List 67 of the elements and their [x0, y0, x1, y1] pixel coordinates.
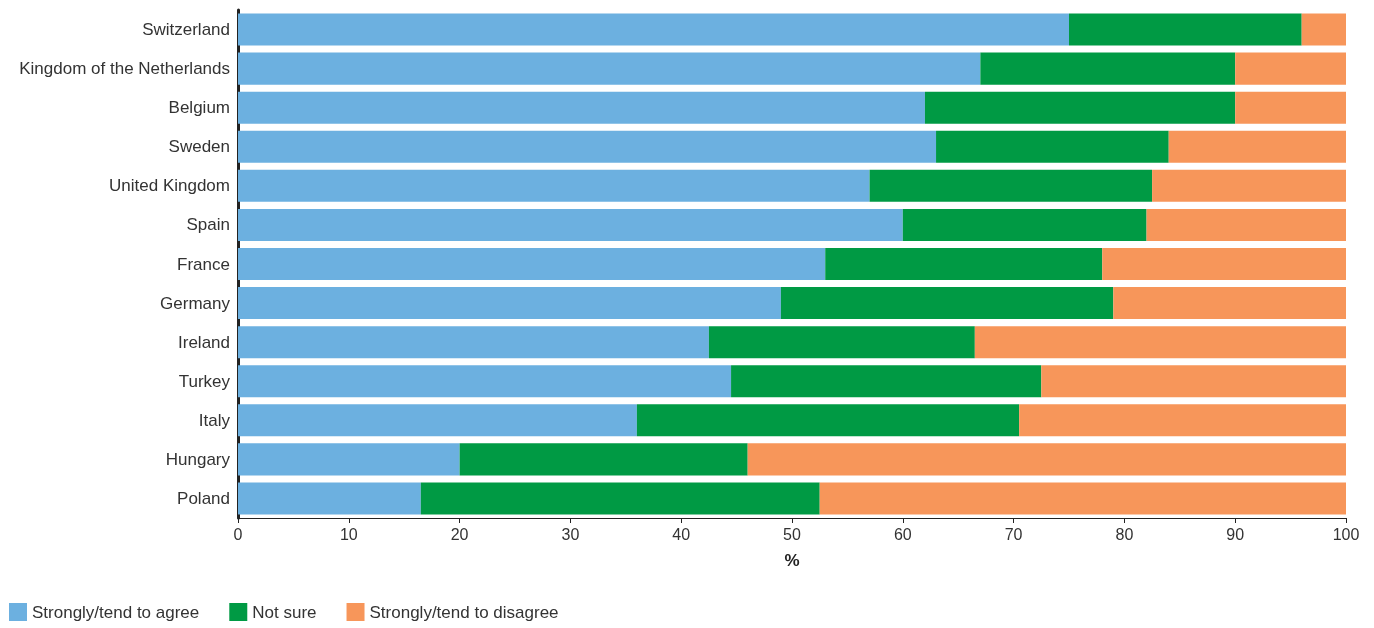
- x-tick-label: 40: [672, 525, 691, 543]
- y-tick-label: Italy: [198, 410, 231, 430]
- y-tick-label: Germany: [160, 293, 231, 313]
- bar: [420, 482, 820, 515]
- x-tick-label: 90: [1226, 525, 1245, 543]
- x-tick-label: 50: [783, 525, 801, 543]
- x-tick-label: 70: [1004, 525, 1023, 543]
- x-tick-label: 100: [1332, 525, 1360, 543]
- bar: [1235, 91, 1346, 124]
- bar: [819, 482, 1346, 515]
- x-tick-label: 60: [893, 525, 912, 543]
- bar: [902, 208, 1147, 241]
- y-tick-label: Poland: [177, 488, 230, 508]
- y-tick-label: Switzerland: [142, 20, 230, 40]
- legend-label: Strongly/tend to disagree: [369, 602, 559, 622]
- y-tick-label: Spain: [186, 215, 230, 235]
- bar: [1102, 247, 1346, 281]
- bar: [731, 365, 1042, 398]
- bar: [1041, 365, 1346, 398]
- bar: [636, 404, 1020, 437]
- bar: [238, 169, 870, 202]
- bar: [238, 130, 937, 163]
- x-tick-label: 20: [450, 525, 469, 543]
- bar: [1168, 130, 1346, 163]
- bar: [238, 443, 460, 476]
- bar: [825, 247, 1103, 281]
- legend-label: Strongly/tend to agree: [32, 602, 200, 622]
- bar: [238, 13, 1069, 46]
- bar: [1113, 287, 1346, 320]
- y-tick-label: Belgium: [168, 98, 230, 118]
- bar: [238, 52, 981, 85]
- y-tick-label: Ireland: [178, 332, 230, 352]
- bar: [238, 482, 421, 515]
- bar: [1152, 169, 1346, 202]
- y-tick-label: Sweden: [168, 137, 230, 157]
- y-tick-label: United Kingdom: [109, 176, 230, 196]
- y-tick-label: Kingdom of the Netherlands: [19, 59, 230, 79]
- bar: [974, 326, 1346, 359]
- bar: [238, 91, 925, 124]
- x-tick-label: 80: [1115, 525, 1134, 543]
- bar: [238, 287, 781, 320]
- y-tick-label: Turkey: [178, 371, 231, 391]
- bar: [238, 208, 903, 241]
- legend-label: Not sure: [252, 602, 317, 622]
- bar: [238, 404, 637, 437]
- x-tick-label: 10: [339, 525, 358, 543]
- bar: [869, 169, 1153, 202]
- bar: [924, 91, 1236, 124]
- bar: [980, 52, 1236, 85]
- bar: [1069, 13, 1302, 46]
- y-tick-label: France: [177, 254, 230, 274]
- bar: [238, 247, 826, 281]
- bar: [238, 326, 709, 359]
- bar: [459, 443, 748, 476]
- bar: [936, 130, 1169, 163]
- bar: [1235, 52, 1346, 85]
- x-tick-label: 0: [233, 525, 243, 543]
- bar: [708, 326, 975, 359]
- bar: [1146, 208, 1346, 241]
- bar: [238, 365, 732, 398]
- x-axis-title: %: [784, 551, 800, 570]
- bar: [780, 287, 1114, 320]
- y-tick-label: Hungary: [165, 449, 231, 469]
- bar: [1019, 404, 1346, 437]
- bar: [747, 443, 1346, 476]
- bar: [1301, 13, 1346, 46]
- x-tick-label: 30: [561, 525, 580, 543]
